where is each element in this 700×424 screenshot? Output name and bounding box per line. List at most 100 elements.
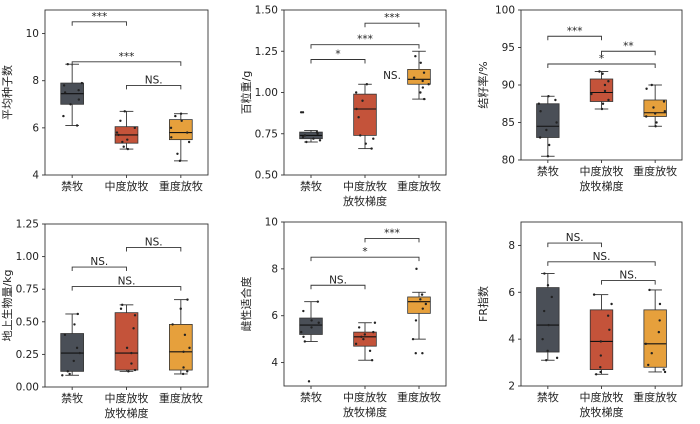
- data-point: [354, 342, 358, 346]
- data-point: [610, 302, 613, 306]
- data-point: [424, 302, 428, 306]
- significance-label: NS.: [145, 74, 163, 86]
- y-tick-label: 10: [26, 28, 39, 40]
- data-point: [63, 333, 67, 337]
- data-point: [312, 137, 315, 140]
- x-axis-label: 放牧梯度: [105, 406, 149, 420]
- category-label: 中度放牧: [580, 164, 624, 178]
- y-axis-label: 雌性适合度: [239, 277, 253, 332]
- data-point: [645, 87, 648, 90]
- data-point: [123, 110, 126, 113]
- data-point: [607, 98, 610, 102]
- data-point: [69, 103, 72, 106]
- significance-label: ***: [567, 25, 583, 37]
- category-label: 中度放牧: [343, 179, 387, 193]
- data-point: [411, 337, 415, 341]
- x-axis-label: 放牧梯度: [343, 194, 387, 208]
- category-label: 禁牧: [300, 390, 322, 404]
- significance-bracket: [71, 286, 182, 291]
- data-point: [182, 366, 185, 369]
- data-point: [182, 350, 185, 353]
- significance-bracket: [126, 247, 182, 252]
- significance-label: *: [599, 53, 604, 65]
- data-point: [419, 298, 422, 301]
- y-tick-label: 10: [265, 217, 278, 229]
- significance-bracket: [310, 59, 366, 64]
- y-tick-label: 85: [502, 117, 515, 129]
- data-point: [61, 374, 64, 377]
- data-point: [133, 126, 137, 130]
- data-point: [648, 288, 651, 292]
- data-point: [420, 293, 424, 296]
- data-point: [72, 359, 75, 363]
- significance-label: NS.: [383, 70, 401, 82]
- significance-label: *: [362, 246, 367, 258]
- x-axis-label: 放牧梯度: [343, 405, 387, 419]
- significance-label: ***: [91, 11, 107, 23]
- y-tick-label: 8: [271, 263, 278, 275]
- data-point: [303, 134, 307, 137]
- y-tick-label: 0.50: [16, 316, 39, 328]
- data-point: [368, 349, 372, 353]
- significance-bracket: [364, 237, 420, 243]
- box-iqr: [114, 312, 139, 371]
- data-point: [653, 112, 657, 115]
- data-point: [365, 83, 369, 86]
- significance-bracket: [310, 44, 420, 49]
- data-point: [77, 98, 81, 101]
- y-tick-label: 0.00: [16, 382, 39, 394]
- data-point: [63, 91, 67, 94]
- category-label: 重度放牧: [159, 179, 203, 193]
- data-point: [187, 140, 191, 144]
- significance-label: ***: [119, 51, 135, 63]
- data-point: [657, 330, 661, 334]
- y-tick-label: 2: [508, 381, 515, 393]
- data-point: [171, 323, 174, 326]
- data-point: [554, 98, 557, 102]
- significance-bracket: [71, 61, 182, 66]
- category-label: 禁牧: [61, 391, 83, 405]
- data-point: [647, 363, 650, 367]
- significance-label: ***: [384, 227, 400, 239]
- box-iqr: [589, 309, 614, 371]
- data-point: [663, 110, 667, 113]
- data-point: [538, 136, 542, 139]
- data-point: [427, 83, 430, 86]
- data-point: [301, 111, 305, 114]
- data-point: [307, 380, 311, 383]
- box-iqr: [643, 309, 667, 368]
- y-tick-label: 100: [495, 5, 515, 17]
- data-point: [655, 121, 658, 124]
- significance-bracket: [71, 21, 127, 26]
- box-iqr: [353, 93, 377, 136]
- data-point: [316, 300, 320, 303]
- data-point: [170, 136, 173, 139]
- data-point: [78, 351, 82, 355]
- category-label: 中度放牧: [580, 390, 624, 404]
- data-point: [650, 83, 653, 87]
- box-iqr: [169, 119, 193, 141]
- data-point: [601, 72, 604, 75]
- data-point: [186, 131, 189, 134]
- significance-bracket: [547, 242, 602, 248]
- data-point: [414, 319, 418, 322]
- category-label: 中度放牧: [105, 179, 149, 193]
- data-point: [75, 346, 79, 350]
- data-point: [543, 272, 546, 275]
- data-point: [300, 330, 303, 334]
- significance-label: NS.: [619, 270, 637, 282]
- category-label: 禁牧: [537, 164, 559, 178]
- significance-bracket: [547, 35, 602, 41]
- data-point: [357, 116, 360, 119]
- category-label: 重度放牧: [159, 391, 203, 405]
- category-label: 重度放牧: [633, 164, 677, 178]
- data-point: [186, 298, 189, 301]
- data-point: [607, 80, 610, 83]
- box-iqr: [169, 324, 193, 371]
- box-iqr: [407, 296, 431, 314]
- data-point: [372, 330, 375, 334]
- data-point: [181, 372, 185, 376]
